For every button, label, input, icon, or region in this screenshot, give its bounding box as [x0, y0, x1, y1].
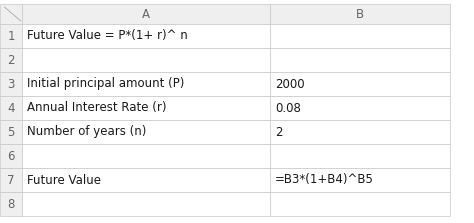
Bar — [270, 72, 450, 96]
Text: 0.08: 0.08 — [275, 101, 301, 114]
Bar — [0, 48, 22, 72]
Bar — [270, 48, 450, 72]
Text: B: B — [356, 8, 364, 21]
Bar — [270, 192, 450, 216]
Bar — [0, 24, 22, 48]
Bar — [0, 192, 22, 216]
Text: 2: 2 — [275, 126, 283, 138]
Bar — [22, 192, 270, 216]
Text: 4: 4 — [7, 101, 15, 114]
Bar — [22, 96, 270, 120]
Text: 2: 2 — [7, 54, 15, 66]
Bar — [22, 120, 270, 144]
Text: Initial principal amount (P): Initial principal amount (P) — [27, 78, 184, 91]
Text: =B3*(1+B4)^B5: =B3*(1+B4)^B5 — [275, 173, 374, 186]
Bar — [22, 48, 270, 72]
Bar — [0, 120, 22, 144]
Text: Future Value: Future Value — [27, 173, 101, 186]
Bar — [270, 144, 450, 168]
Bar — [0, 4, 22, 24]
Bar — [270, 24, 450, 48]
Text: 8: 8 — [7, 198, 15, 211]
Text: 2000: 2000 — [275, 78, 305, 91]
Text: 1: 1 — [7, 29, 15, 43]
Bar — [0, 96, 22, 120]
Text: 3: 3 — [7, 78, 15, 91]
Text: Future Value = P*(1+ r)^ n: Future Value = P*(1+ r)^ n — [27, 29, 188, 43]
Text: 5: 5 — [7, 126, 15, 138]
Bar — [22, 168, 270, 192]
Bar — [22, 144, 270, 168]
Bar — [0, 168, 22, 192]
Bar — [270, 168, 450, 192]
Text: Number of years (n): Number of years (n) — [27, 126, 146, 138]
Bar — [22, 4, 270, 24]
Bar — [22, 72, 270, 96]
Text: 6: 6 — [7, 149, 15, 163]
Text: Annual Interest Rate (r): Annual Interest Rate (r) — [27, 101, 166, 114]
Bar — [270, 4, 450, 24]
Bar — [0, 144, 22, 168]
Bar — [270, 96, 450, 120]
Bar — [270, 120, 450, 144]
Bar — [22, 24, 270, 48]
Bar — [0, 72, 22, 96]
Text: 7: 7 — [7, 173, 15, 186]
Text: A: A — [142, 8, 150, 21]
